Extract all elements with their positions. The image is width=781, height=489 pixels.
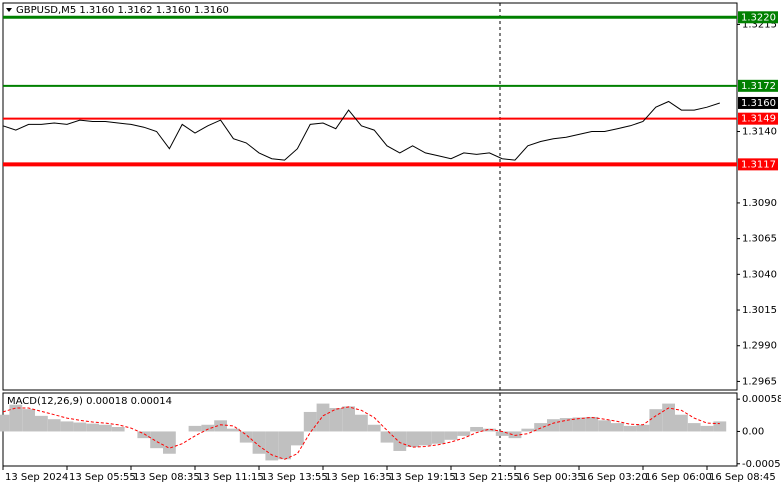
level-label: 1.3117 [741,159,776,170]
macd-bar [278,431,291,460]
macd-bar [47,419,61,432]
macd-bar [329,408,343,432]
macd-bar [623,425,637,432]
x-tick-label: 16 Sep 03:20 [581,472,648,483]
x-tick-label: 13 Sep 19:15 [389,472,456,483]
macd-bar [636,424,650,432]
y-tick-label: 1.2990 [742,341,777,352]
y-tick-label: 1.3090 [742,198,777,209]
macd-bar [137,431,151,439]
macd-bar [0,414,10,432]
level-label-box [738,112,778,125]
macd-bar [559,418,573,432]
macd-bar [675,414,688,432]
macd-bar [73,422,87,432]
last-price-box [738,96,778,109]
macd-bar [547,419,560,432]
y-tick-label: 1.3065 [742,234,777,245]
y-tick-label: 1.2965 [742,376,777,387]
x-tick-label: 13 Sep 11:15 [197,472,264,483]
x-tick-label: 13 Sep 16:35 [325,472,392,483]
macd-bar [521,428,535,432]
macd-bar [662,403,675,432]
macd-bar [99,424,112,432]
macd-bar [470,426,483,432]
macd-bar [431,431,445,444]
x-tick-label: 13 Sep 08:35 [133,472,200,483]
level-label-box [738,79,778,92]
level-label: 1.3220 [741,12,776,23]
macd-bar [406,431,419,448]
macd-bar [457,431,471,436]
macd-title: MACD(12,26,9) 0.00018 0.00014 [7,396,172,407]
x-tick-label: 13 Sep 13:55 [261,472,328,483]
macd-bar [86,423,99,432]
macd-bar [483,428,496,432]
macd-bar [201,424,215,432]
macd-bar [598,420,611,432]
macd-bar [572,417,586,432]
level-label-box [738,158,778,171]
macd-bar [214,420,227,432]
macd-bar [150,431,163,449]
macd-bar [60,421,74,432]
y-tick-label: 1.3040 [742,269,777,280]
macd-bar [239,431,253,443]
y-tick-label: 1.3015 [742,305,777,316]
macd-bar [367,424,381,432]
macd-bar [444,431,458,440]
chart-title: GBPUSD,M5 1.3160 1.3162 1.3160 1.3160 [16,5,229,16]
macd-bar [265,431,279,461]
y-tick-label: 1.3140 [742,127,777,138]
x-tick-label: 13 Sep 05:55 [69,472,136,483]
macd-bar [495,431,509,436]
macd-bar [188,425,202,432]
x-tick-label: 16 Sep 06:00 [645,472,712,483]
macd-bar [611,423,624,432]
price-line [2,100,720,161]
macd-bar [227,428,240,432]
y-tick-label: 0.00058 [742,394,781,405]
macd-bar [111,426,125,432]
x-tick-label: 13 Sep 2024 [5,472,68,483]
macd-bar [713,421,727,432]
menu-arrow [6,8,12,12]
y-tick-label: 0.00 [742,426,764,437]
macd-bar [355,414,368,432]
macd-bar [35,415,48,432]
macd-bar [393,431,407,451]
level-label: 1.3149 [741,114,776,125]
macd-bar [342,406,355,432]
macd-bar [9,404,23,432]
macd-bar [22,409,35,432]
macd-bar [508,431,522,439]
macd-bar [534,423,547,432]
signal-line [2,406,720,460]
macd-bar [700,425,714,432]
x-tick-label: 16 Sep 00:35 [517,472,584,483]
macd-bar [585,416,599,432]
level-label: 1.3172 [741,81,776,92]
macd-bar [649,409,663,432]
level-label-box [738,11,778,24]
macd-bar [687,423,701,432]
macd-bar [316,403,330,432]
macd-bar [291,431,304,446]
macd-bar [163,431,176,454]
last-price-label: 1.3160 [741,98,776,109]
y-tick-label: -0.00058 [742,459,781,470]
x-tick-label: 16 Sep 08:45 [709,472,776,483]
y-tick-label: 1.3215 [742,19,777,30]
macd-bar [303,411,317,432]
macd-bar [380,431,394,443]
price-pane [2,2,738,391]
x-tick-label: 13 Sep 21:55 [453,472,520,483]
macd-bar [419,431,432,446]
